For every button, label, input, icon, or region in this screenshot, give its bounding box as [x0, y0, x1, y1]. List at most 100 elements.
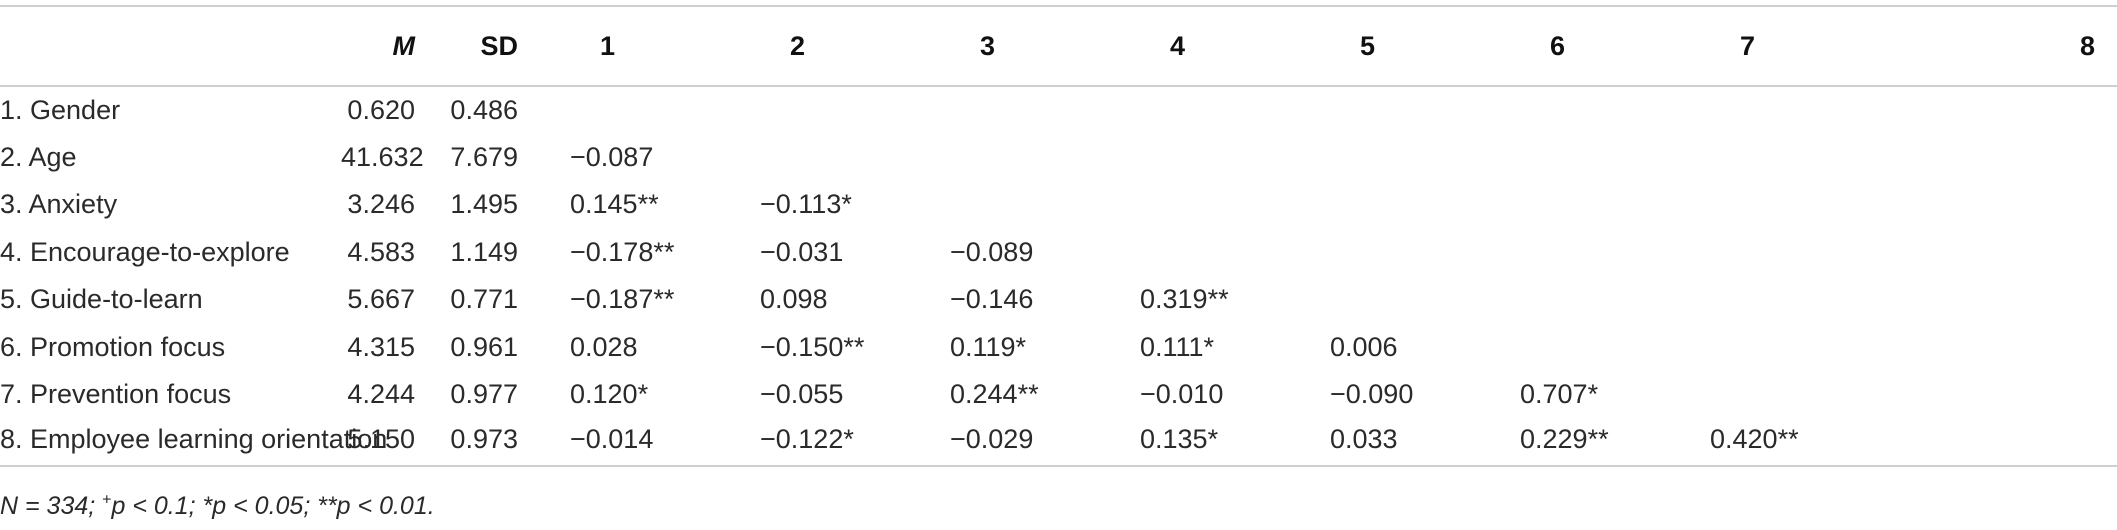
correlation-cell: 0.098: [760, 284, 828, 315]
correlation-cell: 0.229**: [1520, 423, 1609, 454]
correlation-cell: 0.244**: [950, 379, 1039, 410]
correlation-cell: 0.319**: [1140, 284, 1229, 315]
correlation-cell: −0.055: [760, 379, 844, 410]
correlation-cell: 0.120*: [570, 379, 649, 410]
correlation-cell: [1670, 229, 1860, 277]
correlation-cell: 0.135*: [1140, 423, 1219, 454]
correlation-cell: −0.146: [950, 284, 1034, 315]
correlation-cell: [720, 86, 910, 134]
correlation-cell: 0.033: [1330, 423, 1398, 454]
table-row: 8. Employee learning orientation 5.150 0.9…: [0, 419, 2117, 467]
correlation-cell: −0.122*: [760, 423, 854, 454]
correlation-cell: [1670, 371, 1860, 419]
table-row: 1. Gender 0.620 0.486: [0, 86, 2117, 134]
correlation-cell: [1860, 134, 2117, 182]
correlation-cell: [1290, 181, 1480, 229]
correlation-cell: [1100, 181, 1290, 229]
correlation-cell: [1860, 181, 2117, 229]
row-label: 7. Prevention focus: [0, 379, 232, 410]
correlation-cell: −0.113*: [760, 189, 852, 220]
mean-cell: 5.150: [347, 423, 415, 454]
correlation-cell: [1860, 324, 2117, 372]
header-col-4: 4: [1100, 5, 1290, 87]
sd-cell: 7.679: [450, 141, 518, 172]
correlation-cell: [1670, 134, 1860, 182]
correlation-cell: [1670, 324, 1860, 372]
correlation-cell: [1670, 276, 1860, 324]
row-label: 8. Employee learning orientation: [0, 423, 388, 454]
header-sd: SD: [425, 5, 530, 87]
table-row: 3. Anxiety 3.246 1.495 0.145** −0.113*: [0, 181, 2117, 229]
correlation-cell: −0.089: [950, 236, 1034, 267]
correlation-cell: [1670, 86, 1860, 134]
row-label: 2. Age: [0, 141, 77, 172]
correlation-cell: [1100, 86, 1290, 134]
table-row: 5. Guide-to-learn 5.667 0.771 −0.187** 0.098…: [0, 276, 2117, 324]
correlation-cell: [1480, 229, 1670, 277]
correlation-cell: [1290, 229, 1480, 277]
correlation-cell: 0.028: [570, 331, 638, 362]
correlation-cell: 0.145**: [570, 189, 659, 220]
footnote-significance: p < 0.1; *p < 0.05; **p < 0.01.: [111, 492, 435, 520]
correlation-cell: −0.014: [570, 423, 654, 454]
correlation-cell: [910, 86, 1100, 134]
correlation-cell: [910, 181, 1100, 229]
header-col-8: 8: [1860, 5, 2117, 87]
header-col-6: 6: [1480, 5, 1670, 87]
correlation-cell: 0.420**: [1710, 423, 1799, 454]
correlation-cell: [1480, 276, 1670, 324]
mean-cell: 0.620: [347, 94, 415, 125]
table-row: 4. Encourage-to-explore 4.583 1.149 −0.178*…: [0, 229, 2117, 277]
correlation-cell: [1670, 181, 1860, 229]
header-variable: [0, 5, 340, 87]
correlation-cell: [1860, 419, 2117, 467]
header-row: M SD 1 2 3 4 5 6 7 8: [0, 5, 2117, 87]
sd-cell: 1.495: [450, 189, 518, 220]
correlation-cell: −0.029: [950, 423, 1034, 454]
mean-cell: 4.244: [347, 379, 415, 410]
sd-cell: 1.149: [450, 236, 518, 267]
correlation-cell: −0.090: [1330, 379, 1414, 410]
correlation-cell: 0.707*: [1520, 379, 1599, 410]
correlation-cell: [1480, 181, 1670, 229]
correlation-cell: [1480, 86, 1670, 134]
correlation-cell: −0.150**: [760, 331, 865, 362]
correlation-cell: −0.010: [1140, 379, 1224, 410]
sd-cell: 0.961: [450, 331, 518, 362]
correlation-cell: 0.119*: [950, 331, 1027, 362]
correlation-cell: 0.111*: [1140, 331, 1215, 362]
mean-cell: 3.246: [347, 189, 415, 220]
table-row: 6. Promotion focus 4.315 0.961 0.028 −0.150*…: [0, 324, 2117, 372]
correlation-cell: [910, 134, 1100, 182]
header-col-3: 3: [910, 5, 1100, 87]
correlation-cell: [1860, 86, 2117, 134]
row-label: 6. Promotion focus: [0, 331, 226, 362]
table-footnote: N = 334; +p < 0.1; *p < 0.05; **p < 0.01…: [0, 492, 435, 521]
correlation-cell: [1860, 371, 2117, 419]
mean-cell: 5.667: [347, 284, 415, 315]
sd-cell: 0.977: [450, 379, 518, 410]
correlation-cell: −0.087: [570, 141, 654, 172]
header-mean: M: [340, 5, 425, 87]
correlation-cell: [1480, 324, 1670, 372]
sd-cell: 0.486: [450, 94, 518, 125]
correlation-cell: [1860, 276, 2117, 324]
correlation-table: M SD 1 2 3 4 5 6 7 8 1. Gender 0.620 0.486…: [0, 5, 2117, 467]
mean-cell: 4.315: [347, 331, 415, 362]
correlation-cell: [720, 134, 910, 182]
sd-cell: 0.771: [450, 284, 518, 315]
correlation-cell: 0.006: [1330, 331, 1398, 362]
table-row: 2. Age 41.632 7.679 −0.087: [0, 134, 2117, 182]
mean-cell: 4.583: [347, 236, 415, 267]
row-label: 1. Gender: [0, 94, 121, 125]
header-col-1: 1: [530, 5, 720, 87]
correlation-cell: −0.031: [760, 236, 844, 267]
row-label: 5. Guide-to-learn: [0, 284, 203, 315]
sd-cell: 0.973: [450, 423, 518, 454]
mean-cell: 41.632: [341, 141, 424, 172]
correlation-cell: −0.187**: [570, 284, 675, 315]
correlation-cell: [1100, 134, 1290, 182]
table-row: 7. Prevention focus 4.244 0.977 0.120* −0.05…: [0, 371, 2117, 419]
footnote-plus-symbol: +: [102, 491, 112, 509]
